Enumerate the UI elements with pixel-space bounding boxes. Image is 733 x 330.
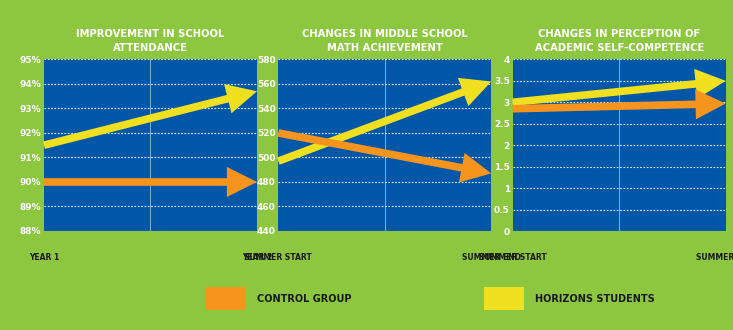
Text: ▲: ▲ [254, 231, 261, 241]
Text: SUMMER END: SUMMER END [696, 253, 733, 262]
Title: CHANGES IN MIDDLE SCHOOL
MATH ACHIEVEMENT: CHANGES IN MIDDLE SCHOOL MATH ACHIEVEMEN… [302, 29, 468, 53]
Text: SUMMER START: SUMMER START [479, 253, 547, 262]
Title: CHANGES IN PERCEPTION OF
ACADEMIC SELF-COMPETENCE: CHANGES IN PERCEPTION OF ACADEMIC SELF-C… [534, 29, 704, 53]
Text: HORIZONS STUDENTS: HORIZONS STUDENTS [535, 294, 655, 304]
Text: SUMMER START: SUMMER START [244, 253, 312, 262]
Text: YEAR 1: YEAR 1 [29, 253, 59, 262]
Text: YEAR 2: YEAR 2 [242, 253, 272, 262]
Text: ▲: ▲ [509, 231, 516, 241]
Text: ▲: ▲ [487, 231, 495, 241]
Text: SUMMER END: SUMMER END [462, 253, 521, 262]
Text: CONTROL GROUP: CONTROL GROUP [257, 294, 351, 304]
Title: IMPROVEMENT IN SCHOOL
ATTENDANCE: IMPROVEMENT IN SCHOOL ATTENDANCE [76, 29, 225, 53]
Text: ▲: ▲ [275, 231, 282, 241]
Text: ▲: ▲ [40, 231, 48, 241]
Text: ▲: ▲ [722, 231, 729, 241]
